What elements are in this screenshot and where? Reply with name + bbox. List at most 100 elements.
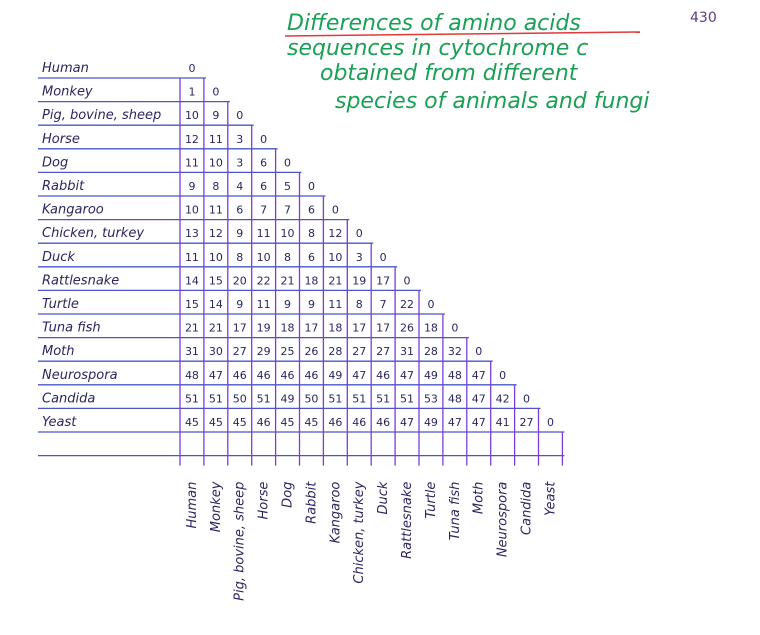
matrix-cell: 46 [281, 369, 295, 382]
row-label: Rattlesnake [42, 273, 119, 288]
matrix-cell: 11 [209, 133, 223, 146]
matrix-cell: 0 [523, 392, 530, 405]
matrix-cell: 17 [352, 322, 366, 335]
title-line-1: Differences of amino acids [287, 11, 581, 36]
matrix-cell: 19 [352, 274, 366, 287]
matrix-cell: 15 [185, 298, 199, 311]
matrix-cell: 4 [236, 180, 243, 193]
matrix-cell: 12 [209, 227, 223, 240]
matrix-cell: 11 [185, 251, 199, 264]
matrix-cell: 11 [328, 298, 342, 311]
matrix-cell: 17 [376, 274, 390, 287]
matrix-cell: 3 [236, 156, 243, 169]
matrix-cell: 46 [233, 369, 247, 382]
matrix-cell: 0 [380, 251, 387, 264]
column-label: Tuna fish [448, 482, 463, 541]
title-line-3: obtained from different [320, 61, 579, 86]
matrix-cell: 0 [475, 345, 482, 358]
matrix-cell: 8 [212, 180, 219, 193]
row-label: Horse [42, 132, 80, 147]
matrix-cell: 1 [188, 86, 195, 99]
matrix-cell: 7 [284, 204, 291, 217]
matrix-cell: 51 [352, 392, 366, 405]
matrix-cell: 8 [236, 251, 243, 264]
matrix-cell: 45 [185, 416, 199, 429]
column-label: Rabbit [304, 481, 319, 524]
matrix-cell: 51 [376, 392, 390, 405]
row-labels: Human Monkey Pig, bovine, sheep Horse Dog Rab… [42, 61, 161, 430]
matrix-cell: 0 [547, 416, 554, 429]
matrix-cell: 50 [304, 392, 318, 405]
matrix-cell: 48 [448, 392, 462, 405]
matrix-cell: 14 [185, 274, 199, 287]
matrix-cell: 32 [448, 345, 462, 358]
row-label: Duck [42, 250, 75, 265]
column-label: Pig, bovine, sheep [233, 482, 248, 601]
matrix-cell: 9 [308, 298, 315, 311]
row-label: Pig, bovine, sheep [42, 108, 161, 123]
matrix-cell: 9 [284, 298, 291, 311]
matrix-cell: 0 [427, 298, 434, 311]
matrix-cell: 47 [472, 392, 486, 405]
matrix-cell: 26 [400, 322, 414, 335]
matrix-cell: 9 [236, 298, 243, 311]
row-label: Chicken, turkey [42, 226, 144, 241]
matrix-cell: 20 [233, 274, 247, 287]
column-label: Horse [257, 482, 272, 520]
matrix-cell: 47 [472, 416, 486, 429]
column-label: Duck [376, 481, 391, 514]
matrix-cell: 10 [209, 156, 223, 169]
matrix-cell: 29 [257, 345, 271, 358]
matrix-cell: 9 [188, 180, 195, 193]
matrix-cell: 31 [400, 345, 414, 358]
matrix-cell: 10 [328, 251, 342, 264]
matrix-cell: 48 [448, 369, 462, 382]
row-label: Rabbit [42, 179, 85, 194]
matrix-cell: 6 [260, 180, 267, 193]
matrix-cell: 6 [236, 204, 243, 217]
column-label: Kangaroo [328, 482, 343, 544]
matrix-cell: 45 [281, 416, 295, 429]
column-label: Chicken, turkey [352, 481, 367, 583]
matrix-cell: 46 [376, 416, 390, 429]
matrix-cell: 7 [260, 204, 267, 217]
matrix-cell: 0 [356, 227, 363, 240]
matrix-cell: 0 [451, 322, 458, 335]
matrix-cell: 27 [376, 345, 390, 358]
matrix-cell: 51 [209, 392, 223, 405]
column-label: Candida [520, 482, 535, 535]
matrix-cell: 8 [284, 251, 291, 264]
column-label: Moth [472, 482, 487, 515]
matrix-cell: 18 [328, 322, 342, 335]
matrix-cell: 9 [212, 109, 219, 122]
matrix-cell: 9 [236, 227, 243, 240]
matrix-cell: 18 [304, 274, 318, 287]
column-label: Monkey [209, 481, 224, 532]
matrix-cell: 46 [352, 416, 366, 429]
matrix-cell: 47 [400, 369, 414, 382]
matrix-cell: 0 [499, 369, 506, 382]
matrix-cell: 0 [308, 180, 315, 193]
matrix-cell: 25 [281, 345, 295, 358]
matrix-cell: 10 [257, 251, 271, 264]
row-label: Turtle [42, 297, 79, 312]
matrix-cell: 0 [404, 274, 411, 287]
matrix-cell: 49 [424, 369, 438, 382]
matrix-cell: 10 [185, 204, 199, 217]
matrix-cell: 3 [356, 251, 363, 264]
matrix-cell: 12 [328, 227, 342, 240]
row-label: Candida [42, 391, 95, 406]
matrix-cell: 21 [209, 322, 223, 335]
column-label: Human [185, 482, 200, 529]
matrix-cell: 0 [260, 133, 267, 146]
matrix-cell: 6 [308, 204, 315, 217]
matrix-cell: 11 [185, 156, 199, 169]
matrix-cell: 10 [281, 227, 295, 240]
matrix-cell: 7 [380, 298, 387, 311]
matrix-cell: 3 [236, 133, 243, 146]
matrix-cell: 46 [328, 416, 342, 429]
matrix-cell: 8 [308, 227, 315, 240]
matrix-cell: 19 [257, 322, 271, 335]
matrix-cell: 46 [257, 416, 271, 429]
page-number: 430 [690, 10, 717, 26]
